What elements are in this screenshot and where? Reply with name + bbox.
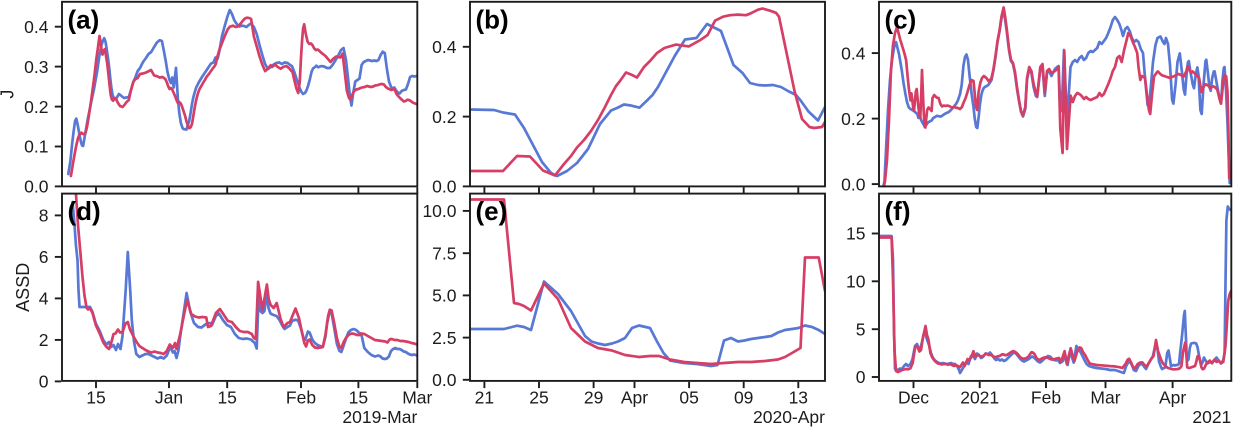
svg-text:0.1: 0.1 (24, 137, 48, 157)
svg-text:(e): (e) (476, 196, 508, 226)
svg-text:(c): (c) (885, 4, 917, 34)
svg-text:15: 15 (846, 224, 865, 244)
svg-text:0.4: 0.4 (432, 37, 457, 57)
svg-text:2.5: 2.5 (432, 328, 456, 348)
svg-text:15: 15 (217, 387, 236, 407)
svg-text:0.4: 0.4 (841, 43, 866, 63)
svg-text:Mar: Mar (1090, 387, 1120, 407)
svg-text:10.0: 10.0 (422, 201, 456, 221)
svg-text:Apr: Apr (1159, 387, 1186, 407)
svg-text:05: 05 (679, 387, 698, 407)
svg-text:2019-Mar: 2019-Mar (342, 407, 417, 427)
svg-text:29: 29 (584, 387, 603, 407)
svg-text:Apr: Apr (621, 387, 648, 407)
svg-text:Jan: Jan (155, 387, 183, 407)
svg-text:Feb: Feb (1031, 387, 1061, 407)
svg-text:0.0: 0.0 (24, 177, 49, 197)
svg-text:7.5: 7.5 (432, 243, 456, 263)
svg-text:6: 6 (39, 247, 49, 267)
svg-text:15: 15 (86, 387, 105, 407)
svg-text:0.0: 0.0 (841, 174, 866, 194)
svg-text:10: 10 (846, 272, 866, 292)
svg-text:Mar: Mar (402, 387, 432, 407)
svg-text:2021: 2021 (960, 387, 999, 407)
svg-text:0.0: 0.0 (432, 177, 457, 197)
svg-text:(f): (f) (885, 196, 911, 226)
svg-text:Feb: Feb (286, 387, 316, 407)
svg-text:ASSD: ASSD (13, 263, 33, 312)
svg-text:(a): (a) (68, 4, 100, 34)
svg-text:J: J (0, 90, 18, 99)
svg-text:2: 2 (39, 330, 49, 350)
svg-text:(d): (d) (68, 196, 101, 226)
svg-text:0.4: 0.4 (24, 17, 49, 37)
svg-text:Dec: Dec (898, 387, 929, 407)
svg-text:(b): (b) (476, 4, 509, 34)
svg-text:0.2: 0.2 (24, 97, 48, 117)
svg-text:8: 8 (39, 206, 49, 226)
svg-text:0: 0 (39, 372, 49, 392)
svg-text:0: 0 (856, 367, 866, 387)
svg-text:5.0: 5.0 (432, 286, 457, 306)
svg-text:25: 25 (529, 387, 548, 407)
svg-text:15: 15 (349, 387, 368, 407)
svg-text:0.3: 0.3 (24, 57, 48, 77)
svg-text:09: 09 (734, 387, 753, 407)
svg-text:0.2: 0.2 (432, 107, 456, 127)
svg-text:21: 21 (475, 387, 494, 407)
svg-text:2021: 2021 (1192, 407, 1231, 427)
svg-text:2020-Apr: 2020-Apr (753, 407, 825, 427)
svg-text:4: 4 (39, 289, 49, 309)
svg-text:0.0: 0.0 (432, 370, 457, 390)
svg-text:0.2: 0.2 (841, 109, 865, 129)
svg-text:13: 13 (789, 387, 808, 407)
svg-text:5: 5 (856, 319, 866, 339)
